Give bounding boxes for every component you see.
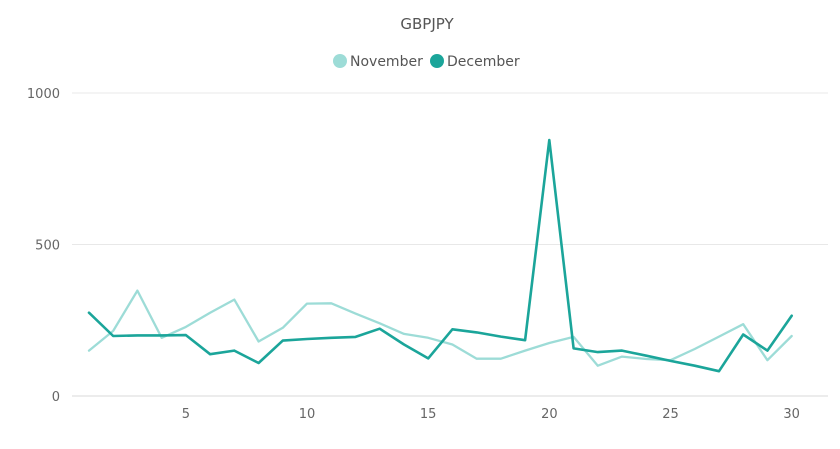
legend-marker-icon (333, 54, 347, 68)
series-line-november (87, 289, 793, 367)
x-tick-label: 20 (541, 407, 558, 422)
legend-marker-icon (430, 54, 444, 68)
chart-title: GBPJPY (400, 15, 454, 33)
x-axis-ticks: 5 10 15 20 25 30 (182, 407, 800, 422)
y-axis-ticks: 0 500 1000 (27, 87, 60, 405)
x-tick-label: 10 (299, 407, 316, 422)
legend-item-november[interactable]: November (333, 54, 423, 70)
series-lines (87, 138, 794, 373)
series-line-december (87, 138, 794, 373)
y-tick-label: 1000 (27, 87, 60, 102)
legend-item-december[interactable]: December (430, 54, 520, 70)
y-tick-label: 500 (35, 239, 60, 254)
legend-label: November (350, 54, 423, 70)
legend[interactable]: November December (333, 54, 520, 70)
gridlines (72, 92, 828, 397)
legend-label: December (447, 54, 520, 70)
x-tick-label: 15 (420, 407, 437, 422)
x-tick-label: 5 (182, 407, 190, 422)
x-tick-label: 25 (662, 407, 679, 422)
x-tick-label: 30 (783, 407, 800, 422)
y-tick-label: 0 (52, 390, 60, 405)
